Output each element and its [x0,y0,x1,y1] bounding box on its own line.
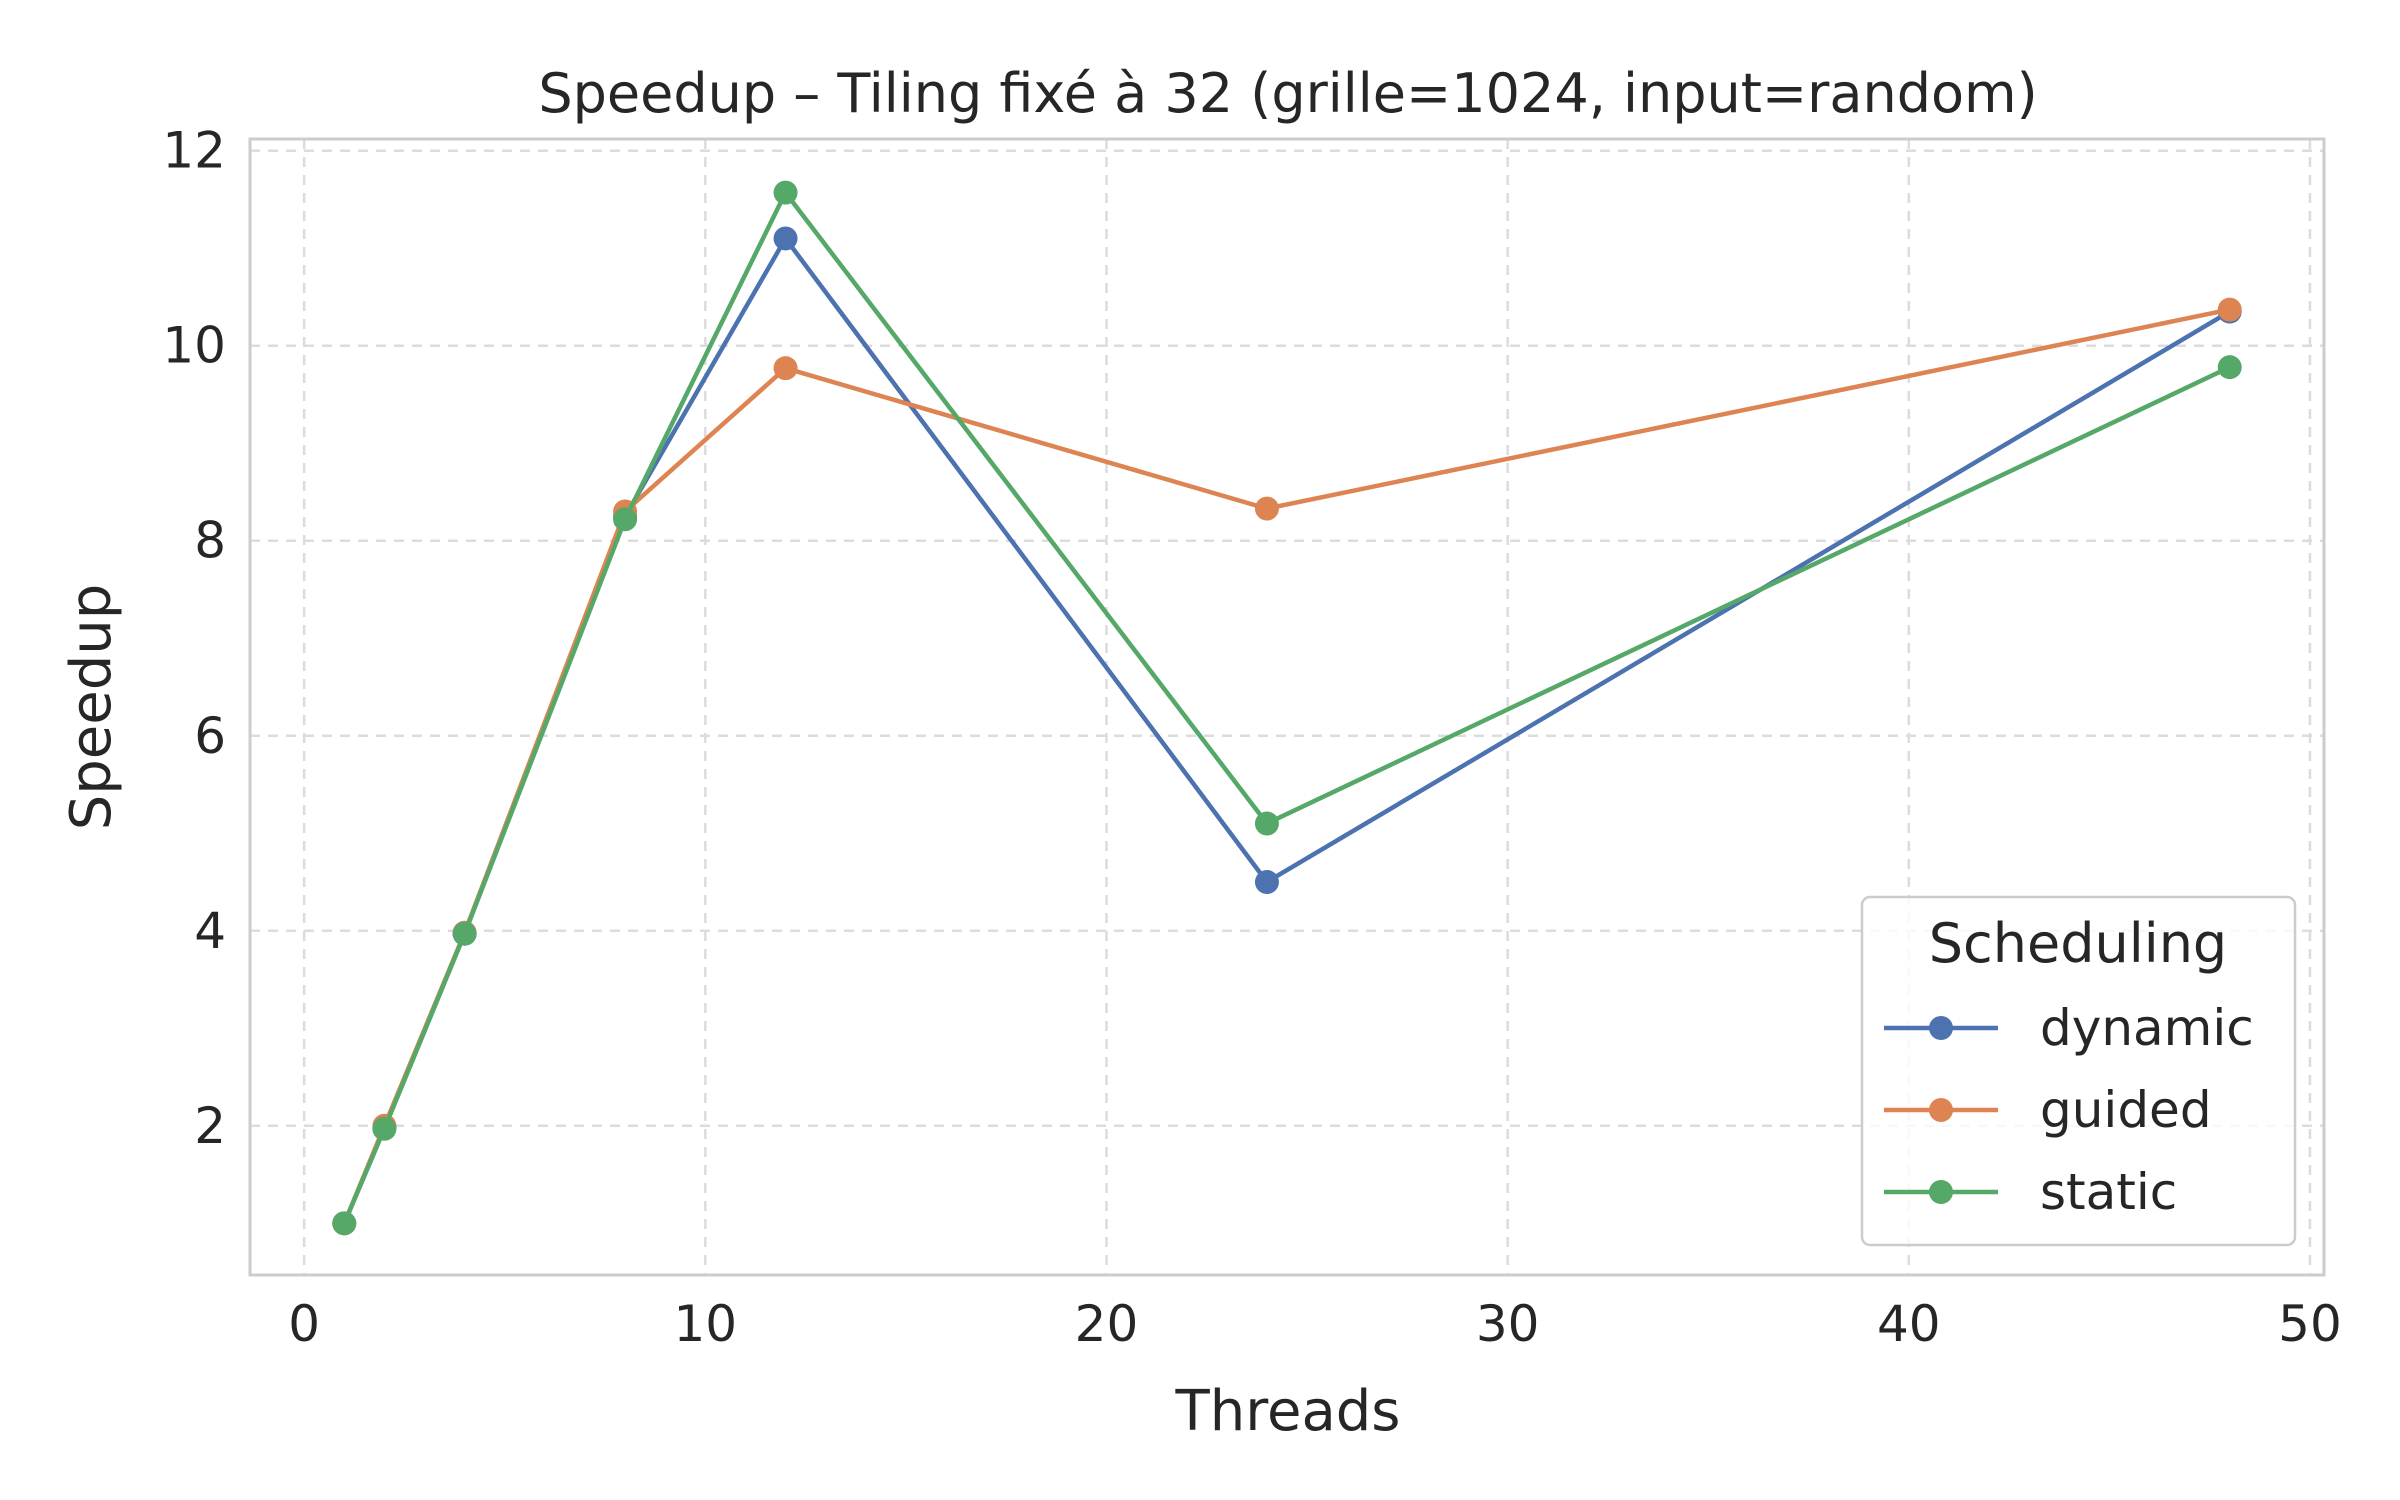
legend-box [1860,895,2297,1247]
legend-marker-guided [1929,1098,1953,1122]
data-point-static [1254,811,1279,836]
y-axis-label: Speedup [59,584,124,831]
data-point-static [452,921,477,946]
chart-title: Speedup – Tiling fixé à 32 (grille=1024,… [538,62,2037,125]
data-point-static [613,507,638,532]
data-point-guided [2217,297,2242,322]
data-point-static [372,1116,397,1141]
legend-marker-static [1929,1180,1953,1204]
data-point-dynamic [773,226,798,251]
y-tick-label: 6 [194,707,226,765]
plot-frame [248,137,2326,1277]
legend-item-static: static [1884,1163,2177,1221]
y-tick-label: 4 [194,902,226,960]
x-ticks: 0 10 20 30 40 50 [288,1295,2342,1353]
x-tick-label: 0 [288,1295,320,1353]
data-point-dynamic [1254,870,1279,895]
y-tick-label: 2 [194,1097,226,1155]
series-static [332,180,2242,1236]
legend-title: Scheduling [1929,912,2227,975]
legend-items: dynamic guided static [1884,999,2254,1221]
series-lines [332,180,2242,1236]
legend-label-dynamic: dynamic [2040,999,2254,1057]
y-tick-label: 8 [194,512,226,570]
x-tick-label: 40 [1877,1295,1941,1353]
y-ticks: 2 4 6 8 10 12 [162,122,226,1155]
data-point-guided [773,356,798,381]
data-point-static [332,1211,357,1236]
x-tick-label: 20 [1075,1295,1139,1353]
data-point-guided [1254,496,1279,521]
x-axis-label: Threads [1175,1379,1401,1444]
legend-item-guided: guided [1884,1081,2212,1139]
x-tick-label: 10 [674,1295,738,1353]
legend: Scheduling dynamic guided static [1860,895,2297,1247]
y-tick-label: 10 [162,317,226,375]
legend-label-static: static [2040,1163,2177,1221]
data-point-static [2217,355,2242,380]
x-tick-label: 50 [2278,1295,2342,1353]
y-tick-label: 12 [162,122,226,180]
x-tick-label: 30 [1476,1295,1540,1353]
legend-item-dynamic: dynamic [1884,999,2254,1057]
legend-marker-dynamic [1929,1016,1953,1040]
data-point-static [773,180,798,205]
legend-label-guided: guided [2040,1081,2212,1139]
